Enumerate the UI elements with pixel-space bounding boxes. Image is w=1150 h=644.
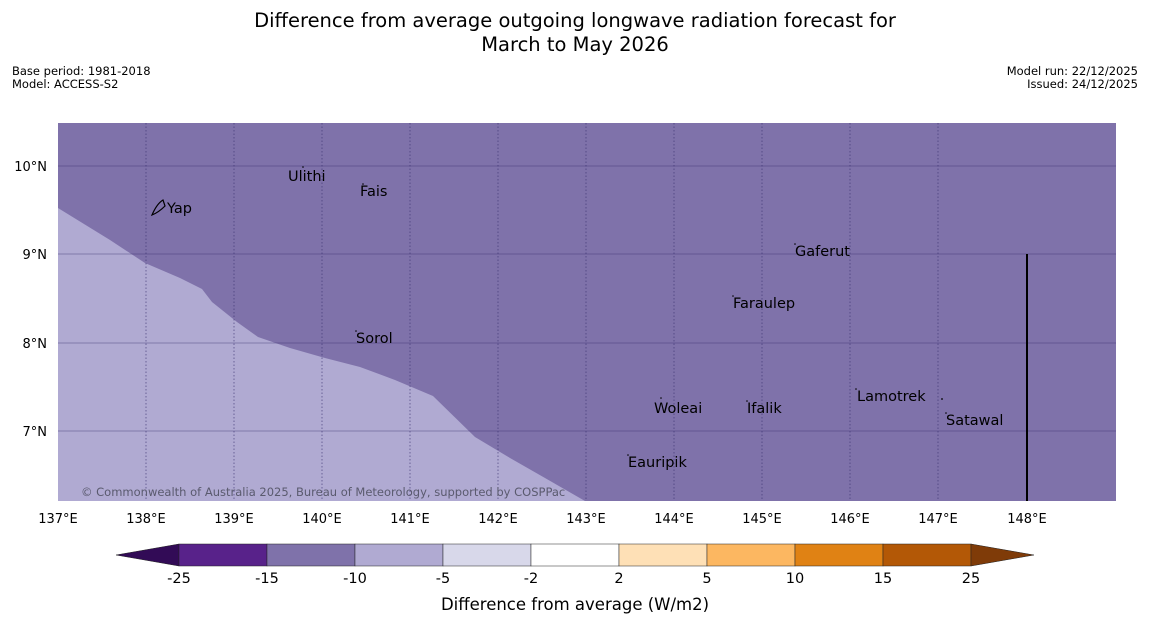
faraulep-marker [732, 295, 734, 297]
yap-island-outline [150, 199, 166, 217]
model-run: Model run: 22/12/2025 [1006, 64, 1138, 78]
y-tick-label: 8°N [23, 337, 48, 352]
colorbar-segment [266, 543, 356, 567]
colorbar-segment [794, 543, 884, 567]
ifalik-marker [746, 400, 748, 402]
satawal-marker [945, 412, 947, 414]
colorbar-segment [618, 543, 708, 567]
colorbar-ticks: -25 -15 -10 -5 -2 2 5 10 15 25 [167, 571, 980, 587]
ulithi-marker [302, 166, 304, 168]
x-tick-label: 139°E [214, 512, 254, 527]
meta-left: Base period: 1981-2018 Model: ACCESS-S2 [12, 65, 151, 91]
place-gaferut: Gaferut [795, 244, 850, 260]
x-tick-label: 142°E [478, 512, 518, 527]
x-tick-label: 144°E [654, 512, 694, 527]
colorbar-tick-label: -5 [436, 571, 450, 587]
x-tick-label: 137°E [38, 512, 78, 527]
y-tick-label: 9°N [23, 248, 48, 263]
lon-gridlines [145, 123, 939, 501]
x-tick-label: 140°E [302, 512, 342, 527]
colorbar-tick-label: -15 [255, 571, 279, 587]
place-sorol: Sorol [356, 331, 393, 347]
woleai-marker [660, 397, 662, 399]
colorbar-tick-label: 2 [614, 571, 623, 587]
colorbar-tick-label: 15 [874, 571, 892, 587]
place-eauripik: Eauripik [628, 455, 687, 471]
map-area: Yap Ulithi Fais Sorol Gaferut Faraulep W… [58, 123, 1116, 501]
place-yap: Yap [166, 201, 192, 217]
place-fais: Fais [360, 184, 387, 200]
colorbar-tick-label: 5 [702, 571, 711, 587]
fais-marker [362, 183, 364, 185]
model-name: Model: ACCESS-S2 [12, 77, 119, 91]
place-ulithi: Ulithi [288, 169, 326, 185]
x-axis-ticks: 137°E 138°E 139°E 140°E 141°E 142°E 143°… [38, 512, 1047, 527]
olr-region-light [58, 208, 585, 501]
x-tick-label: 141°E [390, 512, 430, 527]
colorbar-segment [882, 543, 972, 567]
island-dot [941, 398, 943, 400]
colorbar-segment [530, 543, 620, 567]
x-tick-label: 146°E [830, 512, 870, 527]
x-tick-label: 147°E [918, 512, 958, 527]
colorbar-tick-label: 25 [962, 571, 980, 587]
colorbar-segment [354, 543, 444, 567]
colorbar [115, 543, 1035, 567]
place-faraulep: Faraulep [733, 296, 795, 312]
place-lamotrek: Lamotrek [857, 389, 926, 405]
x-tick-label: 145°E [742, 512, 782, 527]
lamotrek-marker [855, 388, 857, 390]
colorbar-segment [706, 543, 796, 567]
place-woleai: Woleai [654, 401, 702, 417]
y-tick-label: 7°N [23, 425, 48, 440]
meta-right: Model run: 22/12/2025 Issued: 24/12/2025 [1007, 65, 1138, 91]
place-satawal: Satawal [946, 413, 1003, 429]
chart-title-line1: Difference from average outgoing longwav… [254, 9, 896, 32]
colorbar-extend-low [115, 543, 180, 567]
chart-title-line2: March to May 2026 [481, 33, 669, 56]
x-tick-label: 143°E [566, 512, 606, 527]
x-tick-label: 138°E [126, 512, 166, 527]
colorbar-tick-label: -25 [167, 571, 191, 587]
x-tick-label: 148°E [1007, 512, 1047, 527]
colorbar-tick-label: -2 [524, 571, 538, 587]
colorbar-label: Difference from average (W/m2) [441, 595, 709, 614]
colorbar-tick-label: -10 [343, 571, 367, 587]
y-tick-label: 10°N [14, 160, 47, 175]
place-ifalik: Ifalik [747, 401, 782, 417]
colorbar-segment [178, 543, 268, 567]
gaferut-marker [794, 243, 796, 245]
y-axis-ticks: 10°N 9°N 8°N 7°N [14, 160, 47, 440]
colorbar-tick-label: 10 [786, 571, 804, 587]
eauripik-marker [627, 454, 629, 456]
lat-gridlines [58, 165, 1116, 432]
base-period: Base period: 1981-2018 [12, 64, 151, 78]
issued-date: Issued: 24/12/2025 [1027, 77, 1138, 91]
chart-title: Difference from average outgoing longwav… [0, 9, 1150, 57]
colorbar-segment [442, 543, 532, 567]
colorbar-extend-high [970, 543, 1035, 567]
copyright-notice: © Commonwealth of Australia 2025, Bureau… [81, 485, 565, 499]
sorol-marker [355, 330, 357, 332]
